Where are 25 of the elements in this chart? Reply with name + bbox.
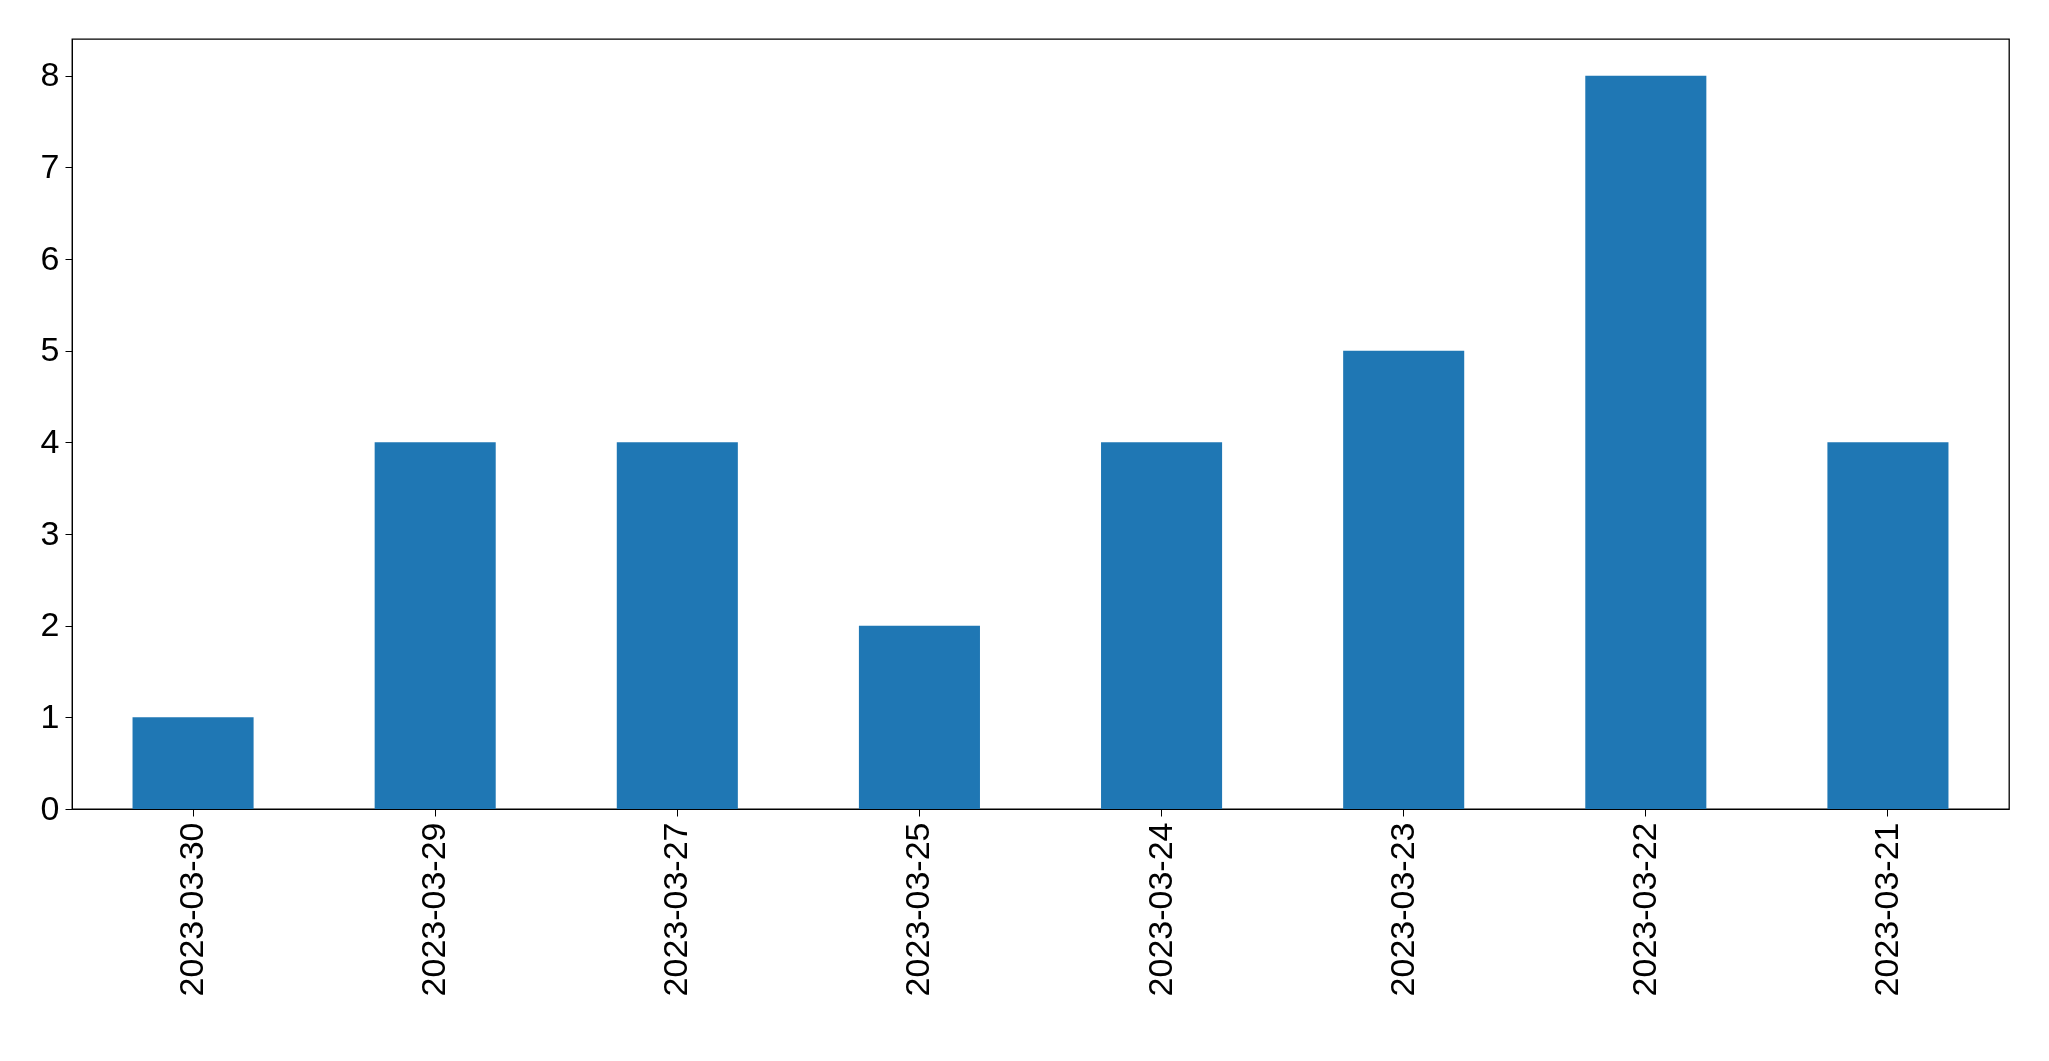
x-tick-label: 2023-03-30: [172, 822, 211, 997]
bar: [616, 442, 738, 809]
bar: [1827, 442, 1949, 809]
x-tick-label: 2023-03-22: [1624, 822, 1663, 997]
x-tick-label: 2023-03-24: [1140, 822, 1179, 997]
x-tick-label: 2023-03-27: [656, 822, 695, 997]
x-tick-label: 2023-03-21: [1866, 822, 1905, 997]
y-tick-label: 1: [40, 696, 60, 735]
x-tick-label: 2023-03-23: [1382, 822, 1421, 997]
y-tick-label: 4: [40, 421, 60, 460]
bar: [1585, 75, 1707, 809]
x-tick-label: 2023-03-25: [898, 822, 937, 997]
x-tick-label: 2023-03-29: [414, 822, 453, 997]
bar: [132, 717, 254, 809]
bar: [1343, 350, 1465, 809]
y-tick-label: 6: [40, 238, 60, 277]
y-tick-label: 5: [40, 330, 60, 369]
y-tick-label: 2: [40, 605, 60, 644]
bar: [374, 442, 496, 809]
bar: [858, 625, 980, 809]
y-tick-label: 8: [40, 55, 60, 94]
y-tick-label: 7: [40, 146, 60, 185]
y-tick-label: 0: [40, 788, 60, 827]
y-tick-label: 3: [40, 513, 60, 552]
bar: [1101, 442, 1223, 809]
